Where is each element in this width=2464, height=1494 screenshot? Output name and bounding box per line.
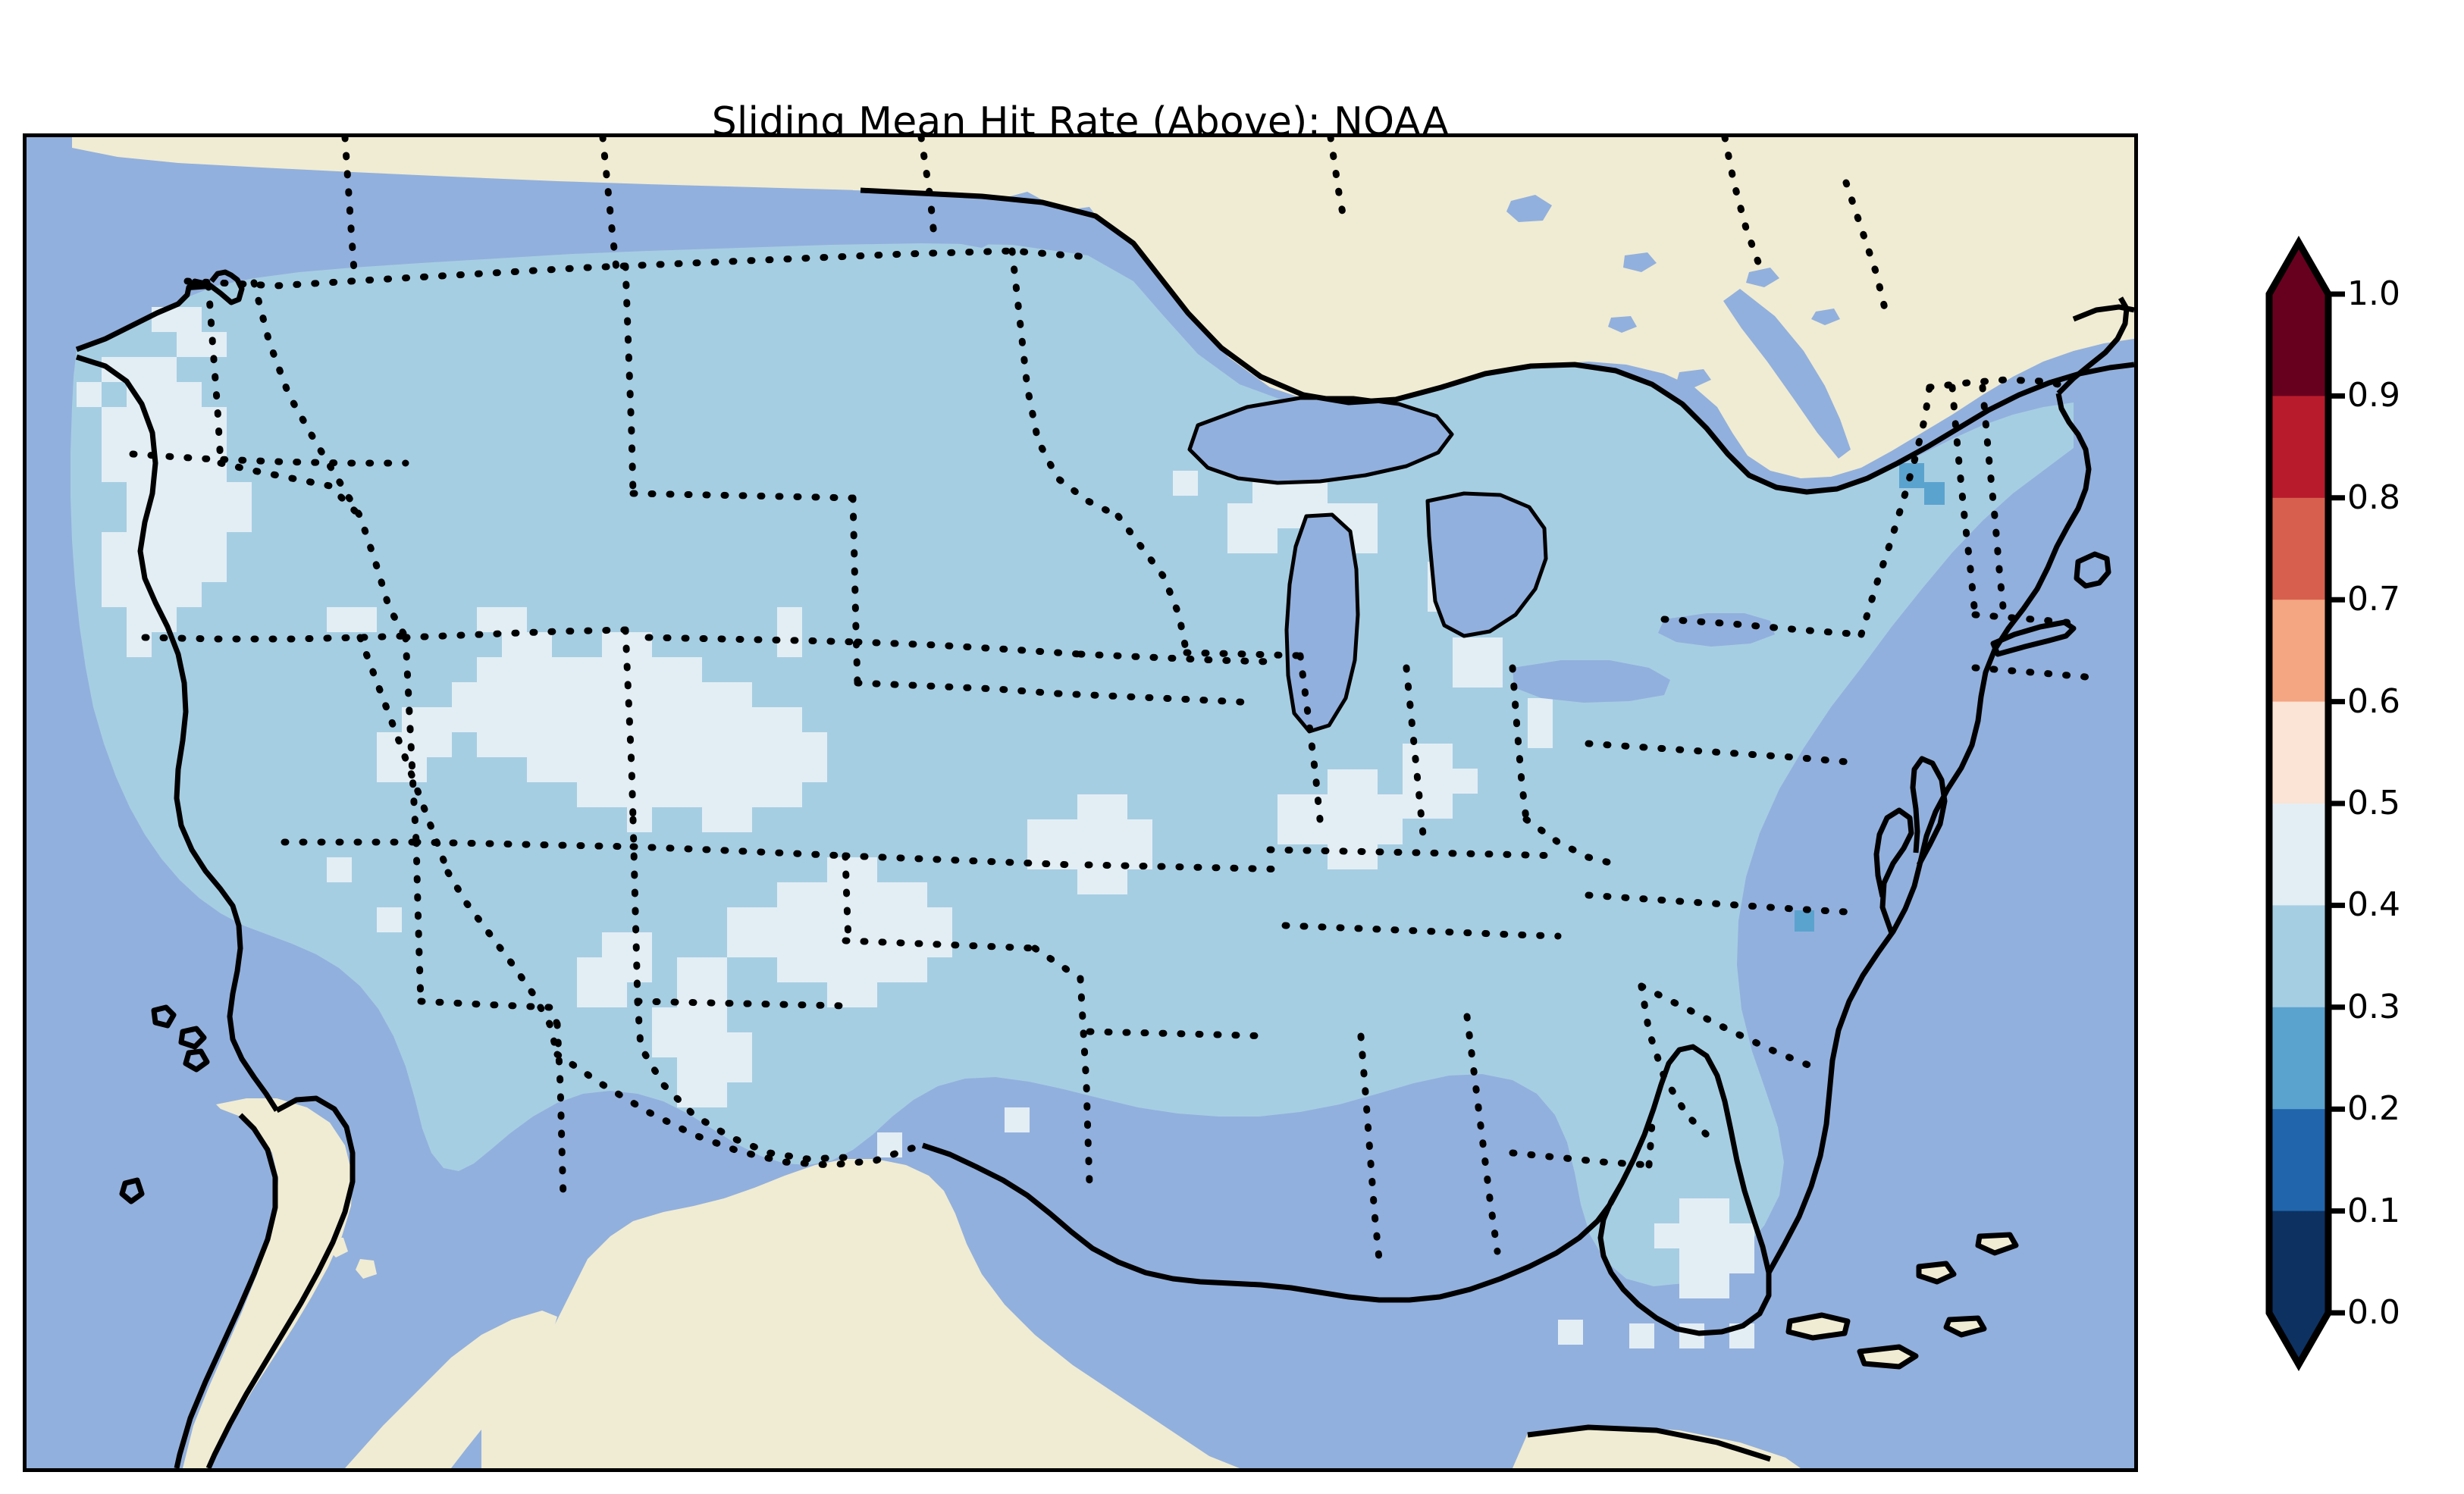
colorbar-tick-label: 0.4 bbox=[2347, 885, 2400, 925]
state-borders-layer bbox=[129, 137, 2089, 1263]
colorbar-band bbox=[2269, 701, 2328, 804]
colorbar-tick-label: 0.0 bbox=[2347, 1293, 2400, 1332]
colorbar-tick-label: 0.8 bbox=[2347, 478, 2400, 517]
colorbar-band bbox=[2269, 1109, 2328, 1212]
hit-rate-data-layer bbox=[71, 243, 2074, 1348]
colorbar-swatches[interactable] bbox=[2244, 227, 2381, 1410]
colorbar-band bbox=[2269, 294, 2328, 397]
mexico-landmass bbox=[183, 1098, 1240, 1468]
colorbar-tick-label: 0.5 bbox=[2347, 784, 2400, 822]
colorbar-band bbox=[2269, 1211, 2328, 1314]
colorbar-band bbox=[2269, 497, 2328, 600]
colorbar-band bbox=[2269, 803, 2328, 907]
colorbar-tick-label: 0.9 bbox=[2347, 376, 2400, 415]
map-plot bbox=[27, 137, 2134, 1468]
hit-rate-high-bin-patches bbox=[77, 307, 1754, 1348]
colorbar-band bbox=[2269, 600, 2328, 703]
map-axes[interactable] bbox=[23, 133, 2138, 1472]
colorbar-tick-label: 0.6 bbox=[2347, 681, 2400, 721]
colorbar-tick-label: 0.2 bbox=[2347, 1089, 2400, 1129]
colorbar-tick-label: 0.7 bbox=[2347, 580, 2400, 619]
colorbar-tick-label: 1.0 bbox=[2347, 274, 2400, 313]
colorbar-tick-label: 0.1 bbox=[2347, 1191, 2400, 1230]
international-border-solid bbox=[188, 283, 209, 290]
colorbar[interactable]: 1.00.90.80.70.60.50.40.30.20.10.0 Hit Ra… bbox=[2244, 227, 2464, 1410]
colorbar-extend-bottom bbox=[2269, 1313, 2328, 1364]
colorbar-band bbox=[2269, 905, 2328, 1008]
coastline-layer bbox=[75, 187, 2134, 1468]
colorbar-band bbox=[2269, 396, 2328, 499]
colorbar-tick-label: 0.3 bbox=[2347, 987, 2400, 1026]
colorbar-extend-top bbox=[2269, 243, 2328, 294]
colorbar-band bbox=[2269, 1007, 2328, 1110]
hit-rate-low-bin-patches bbox=[1795, 463, 1945, 932]
